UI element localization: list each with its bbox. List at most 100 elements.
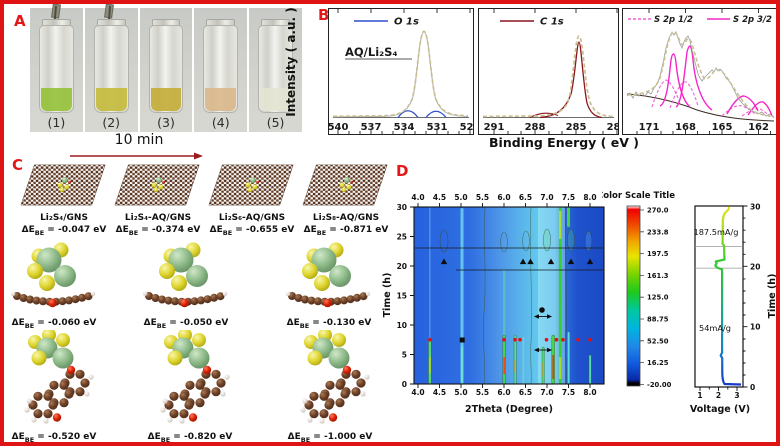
vial-1: (1): [30, 4, 83, 132]
structure-li2s4-gns: Li₂S₄/GNS ΔEBE = -0.047 eV: [18, 162, 110, 237]
s2p12-fit-curve: [669, 81, 699, 109]
color-scale-value: 88.75: [647, 316, 669, 324]
vial-liquid: [41, 88, 72, 111]
vial-liquid: [95, 88, 127, 111]
color-scale-value: 197.5: [647, 250, 669, 258]
s2p-baseline: [626, 93, 775, 122]
color-scale-value: 52.50: [647, 337, 669, 345]
x-tick: 285: [566, 122, 587, 133]
x-tick: 540: [328, 122, 348, 133]
structure-name: Li₂S₄-AQ/GNS: [124, 213, 192, 223]
contour-y-axis-label: Time (h): [382, 273, 393, 318]
y-tick: 25: [397, 233, 407, 242]
xps-c1s-plot: C 1s 291 288 285 282: [478, 8, 619, 135]
binding-energy-label: ΔEBE = -0.655 eV: [209, 225, 295, 237]
structure-cluster-aq-1: ΔEBE = -0.520 eV: [4, 330, 104, 442]
color-scale-bar: [626, 205, 641, 387]
molecule-structure-image: [141, 238, 231, 312]
s2p12-fit-curve: [741, 108, 771, 118]
structure-cluster-aq-2: ΔEBE = -0.820 eV: [140, 330, 240, 444]
current-rate-top: 187.5mA/g: [694, 227, 739, 237]
structure-cluster-flat-1: ΔEBE = -0.060 eV: [4, 238, 104, 330]
s2p32-fit-curve: [726, 95, 759, 115]
c1s-envelope: [482, 35, 614, 118]
axis-ticks: [410, 203, 591, 388]
x-tick: 282: [607, 122, 619, 133]
right-arrow-icon: [70, 152, 203, 160]
x-tick: 5.5: [476, 388, 489, 397]
y-tick: 15: [397, 292, 407, 301]
color-scale-value: -20.00: [647, 381, 672, 389]
axis-ticks: [699, 205, 748, 391]
contour-x-axis-label: 2Theta (Degree): [465, 404, 553, 415]
xrd-contour-plot: 4.0 4.5 5.0 5.5 6.0 6.5 7.0 7.5 8.0 4.0 …: [382, 193, 605, 415]
vial-number-label: (1): [30, 114, 83, 132]
x-tick: 288: [525, 122, 546, 133]
structure-li2s6-aq-gns: Li₂S₆-AQ/GNS ΔEBE = -0.655 eV: [206, 162, 298, 237]
y-tick: 10: [397, 321, 407, 330]
vial-liquid: [150, 88, 182, 111]
structure-name: Li₂S₆-AQ/GNS: [218, 213, 286, 223]
phase-marker-triangles: [440, 258, 594, 265]
structure-name: Li₂S₈-AQ/GNS: [312, 213, 380, 223]
x-tick: 162: [748, 122, 769, 133]
phase-marker-red-dots: [428, 337, 592, 342]
binding-energy-label: ΔEBE = -0.130 eV: [286, 318, 372, 330]
xps-x-axis-label: Binding Energy ( eV ): [489, 135, 639, 150]
x-tick: 531: [427, 122, 448, 133]
s2p32-fit-curve: [747, 101, 773, 117]
x-tick: 6.5: [519, 388, 532, 397]
binding-energy-label: ΔEBE = -0.050 eV: [143, 318, 229, 330]
graphene-structure-image: [114, 162, 202, 208]
x-tick-top: 6.5: [519, 193, 532, 202]
color-scale-value: 16.25: [647, 359, 669, 367]
vial-5: (5): [249, 8, 302, 132]
x-tick: 528: [460, 122, 474, 133]
binding-energy-label: ΔEBE = -1.000 eV: [287, 432, 373, 444]
x-tick: 534: [394, 122, 415, 133]
x-tick: 537: [361, 122, 382, 133]
color-scale-value: 270.0: [647, 207, 669, 215]
axis-ticks: [337, 9, 471, 134]
structure-cluster-flat-2: ΔEBE = -0.050 eV: [136, 238, 236, 330]
vial-3: (3): [139, 8, 193, 132]
x-tick: 8.0: [583, 388, 596, 397]
panel-d-label: D: [396, 162, 409, 180]
legend-s2p12: S 2p 1/2: [654, 15, 693, 25]
xps-s2p-plot: S 2p 1/2 S 2p 3/2 171 168 165 162: [622, 8, 776, 135]
vial-number-label: (2): [84, 114, 138, 132]
color-scale-value: 125.0: [647, 294, 669, 302]
y-tick: 10: [750, 323, 760, 332]
x-tick: 5.0: [454, 388, 467, 397]
x-tick-top: 7.0: [540, 193, 553, 202]
current-rate-bottom: 54mA/g: [699, 323, 731, 333]
structure-name: Li₂S₄/GNS: [40, 213, 88, 223]
vial-2: (2): [84, 4, 138, 132]
o1s-fit-curve: [397, 110, 419, 118]
o1s-fit-curve: [425, 110, 447, 118]
x-tick: 165: [712, 122, 733, 133]
binding-energy-label: ΔEBE = -0.060 eV: [11, 318, 97, 330]
molecule-structure-image: [284, 238, 374, 312]
vial-number-label: (5): [249, 114, 302, 132]
axis-ticks: [636, 9, 771, 134]
s2p12-fit-curve: [721, 105, 757, 117]
x-tick-top: 7.5: [562, 193, 575, 202]
y-tick: 20: [397, 262, 407, 271]
s2p12-fit-curve: [651, 79, 681, 108]
s2p-envelope: [626, 31, 775, 118]
xps-o1s-plot: O 1s AQ/Li₂S₄ 540 537 534 531 528: [328, 8, 474, 135]
molecule-structure-image: [287, 330, 373, 426]
x-tick: 4.5: [433, 388, 446, 397]
vial-number-label: (4): [194, 114, 248, 132]
contour-background: [414, 207, 604, 384]
binding-energy-label: ΔEBE = -0.820 eV: [147, 432, 233, 444]
structure-li2s8-aq-gns: Li₂S₈-AQ/GNS ΔEBE = -0.871 eV: [300, 162, 392, 237]
x-tick: 3: [734, 391, 739, 400]
x-tick: 7.5: [562, 388, 575, 397]
c1s-fit-curve: [529, 112, 559, 118]
axis-ticks: [493, 9, 618, 134]
o1s-envelope: [332, 30, 469, 118]
legend-s2p32: S 2p 3/2: [733, 15, 772, 25]
x-tick: 291: [484, 122, 505, 133]
